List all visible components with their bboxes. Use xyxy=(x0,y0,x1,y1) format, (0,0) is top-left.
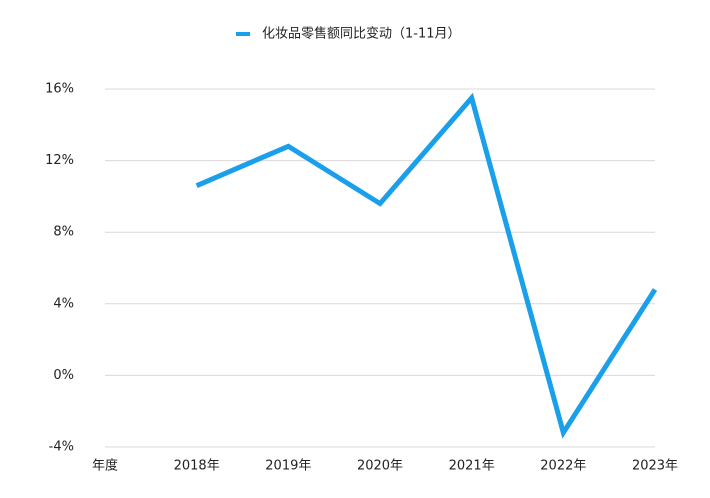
x-tick-label: 年度 xyxy=(92,458,118,474)
y-tick-label: 8% xyxy=(53,225,74,240)
y-tick-label: 16% xyxy=(45,82,74,97)
x-tick-label: 2019年 xyxy=(265,459,311,474)
y-tick-label: 0% xyxy=(53,368,74,383)
x-tick-label: 2022年 xyxy=(540,459,586,474)
y-tick-label: 12% xyxy=(45,153,74,168)
x-tick-label: 2018年 xyxy=(174,459,220,474)
data-line xyxy=(195,92,658,439)
legend-label: 化妆品零售额同比变动（1-11月） xyxy=(262,26,461,42)
y-tick-label: -4% xyxy=(49,440,74,455)
y-tick-label: 4% xyxy=(53,296,74,311)
x-tick-label: 2021年 xyxy=(449,459,495,474)
x-tick-label: 2020年 xyxy=(357,459,403,474)
x-tick-label: 2023年 xyxy=(632,459,678,474)
